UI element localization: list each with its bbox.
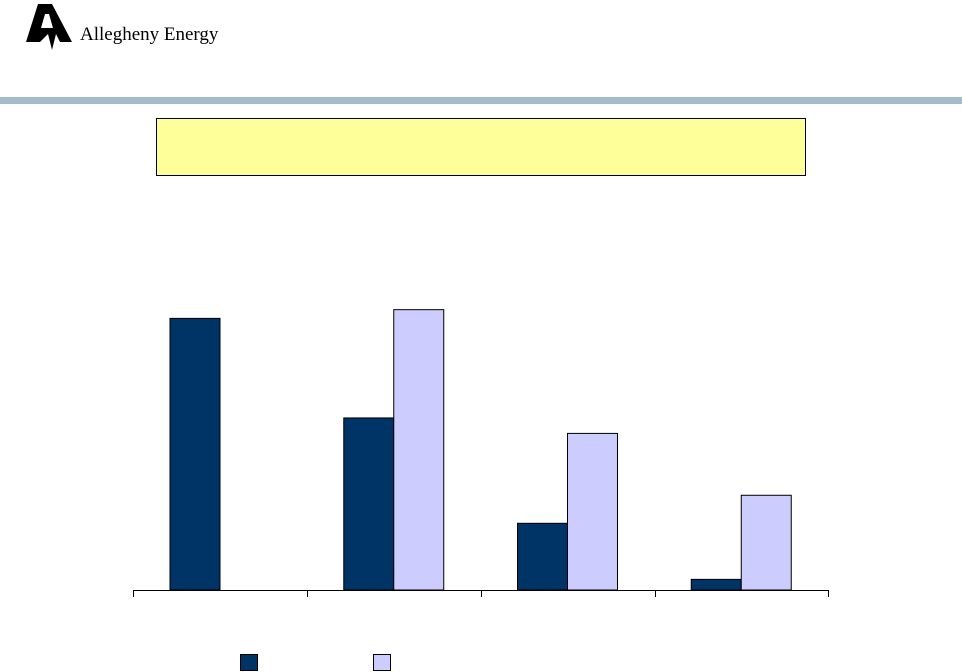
- bar: [343, 417, 395, 591]
- bar: [393, 309, 445, 591]
- title-box: [156, 118, 806, 176]
- plot-area: [133, 590, 829, 597]
- logo-mark-cutout: [41, 14, 53, 28]
- bar: [740, 494, 792, 591]
- legend-swatch: [373, 654, 391, 671]
- header-rule: [0, 97, 962, 104]
- bar: [567, 432, 618, 591]
- logo: Allegheny Energy: [26, 4, 219, 50]
- bar: [517, 522, 568, 591]
- bar: [169, 317, 221, 591]
- bar: [690, 578, 742, 591]
- legend-swatch: [240, 654, 258, 671]
- logo-text: Allegheny Energy: [80, 24, 219, 45]
